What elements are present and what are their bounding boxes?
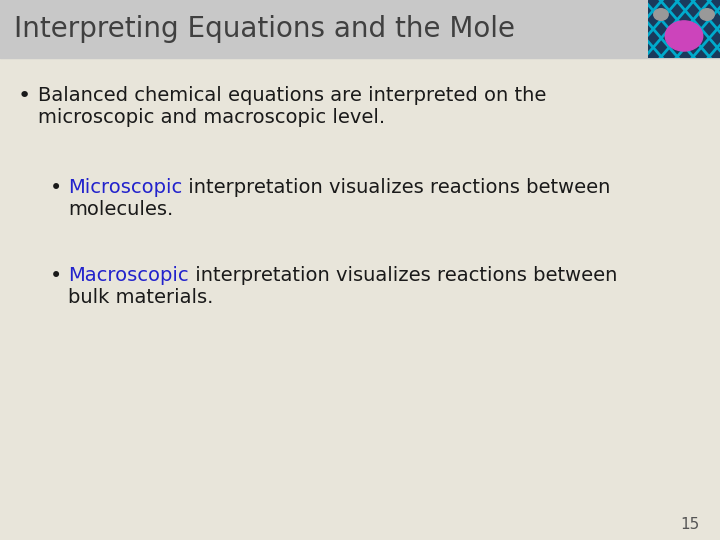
Circle shape <box>700 9 714 21</box>
Text: •: • <box>50 178 62 198</box>
Text: interpretation visualizes reactions between: interpretation visualizes reactions betw… <box>189 266 617 285</box>
Text: 15: 15 <box>680 517 700 532</box>
Circle shape <box>665 21 703 51</box>
Text: Macroscopic: Macroscopic <box>68 266 189 285</box>
Text: Balanced chemical equations are interpreted on the: Balanced chemical equations are interpre… <box>38 86 546 105</box>
Text: microscopic and macroscopic level.: microscopic and macroscopic level. <box>38 108 385 127</box>
Text: molecules.: molecules. <box>68 200 174 219</box>
Text: interpretation visualizes reactions between: interpretation visualizes reactions betw… <box>182 178 611 197</box>
Text: bulk materials.: bulk materials. <box>68 288 213 307</box>
Text: Microscopic: Microscopic <box>68 178 182 197</box>
Bar <box>0 0 720 58</box>
Text: •: • <box>50 266 62 286</box>
Circle shape <box>654 9 668 21</box>
Text: Interpreting Equations and the Mole: Interpreting Equations and the Mole <box>14 15 515 43</box>
Text: •: • <box>18 86 31 106</box>
